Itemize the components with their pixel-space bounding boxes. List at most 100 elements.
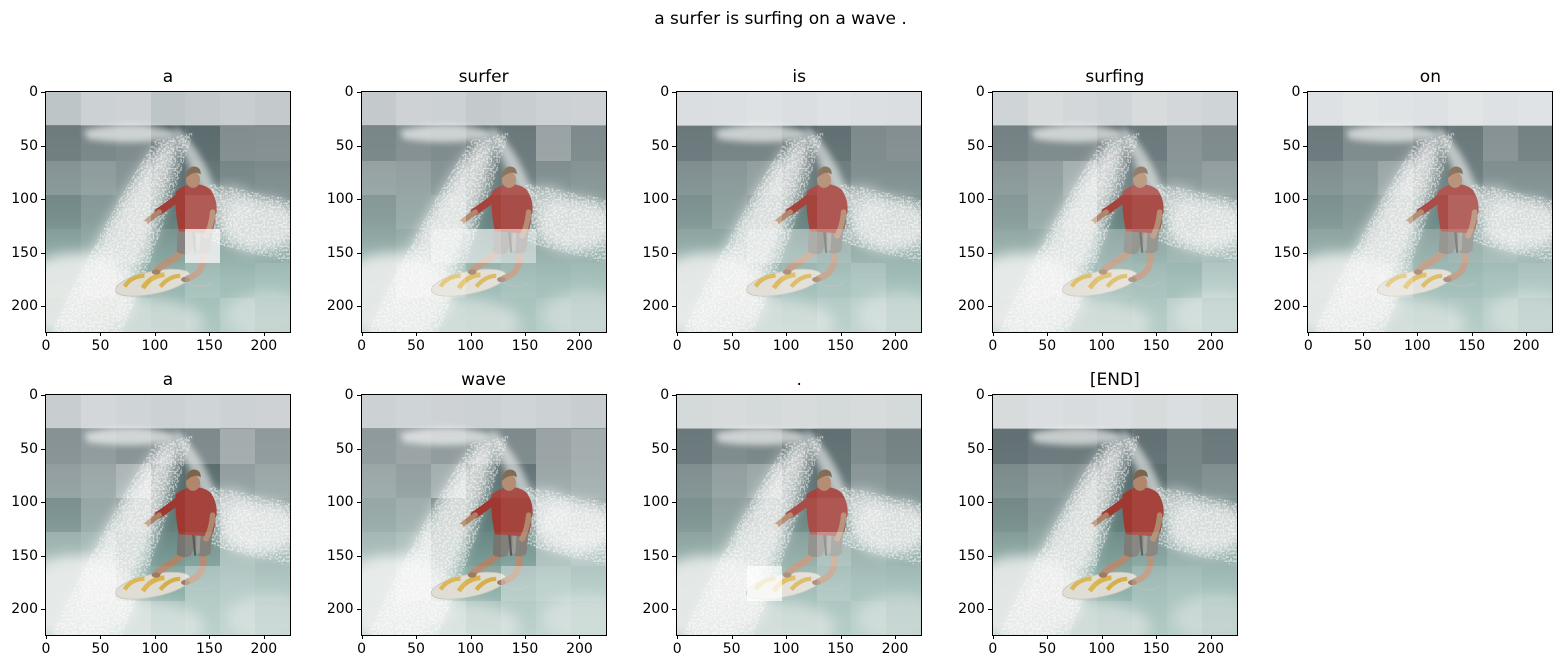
attention-cell [501,463,536,498]
attention-cell [220,532,256,567]
attention-cell [1308,92,1344,127]
attention-cell [570,263,606,298]
x-tick-mark [677,635,679,639]
y-tick-mark [987,252,992,254]
y-tick-mark [672,448,677,450]
attention-cell [677,160,713,195]
attention-cell [255,600,290,635]
x-tick-mark [154,635,156,639]
attention-cell [1097,194,1133,230]
attention-cell [185,566,221,601]
y-tick-mark [1303,306,1308,308]
attention-cell [150,497,186,533]
attention-cell [46,532,81,567]
attention-cell [1097,497,1133,533]
attention-cell [1062,160,1098,195]
attention-cell [677,263,713,298]
attention-cell [220,429,256,464]
attention-cell [1201,497,1237,533]
y-tick-mark [987,395,992,396]
attention-cell [255,395,290,430]
attention-cell [396,126,432,161]
attention-cell [746,566,782,601]
attention-cell [431,463,467,498]
attention-cell [396,229,432,264]
attention-cell [501,297,536,332]
attention-cell [1062,126,1098,161]
attention-cell [220,600,256,635]
attention-cell [992,463,1028,498]
attention-cell [535,160,571,195]
attention-overlay-grid [361,92,606,332]
y-tick-mark [1303,252,1308,254]
attention-cell [570,297,606,332]
attention-cell [1308,160,1344,195]
x-tick-label: 200 [881,338,909,354]
attention-cell [1062,600,1098,635]
attention-cell [361,429,397,464]
x-tick-mark [1156,332,1158,336]
attention-cell [431,532,467,567]
attention-cell [816,297,852,332]
attention-cell [851,160,887,195]
attention-cell [46,429,81,464]
y-tick-mark [987,502,992,504]
attention-cell [115,395,151,430]
attention-overlay-grid [1308,92,1553,332]
attention-cell [431,395,467,430]
attention-cell [851,92,887,127]
attention-cell [46,600,81,635]
attention-cell [1201,532,1237,567]
attention-cell [535,194,571,230]
attention-cell [1132,160,1168,195]
attention-cell [712,497,747,533]
attention-cell [851,463,887,498]
attention-cell [1027,566,1063,601]
attention-cell [115,92,151,127]
attention-cell [1097,429,1133,464]
y-tick-mark [356,502,361,504]
x-tick-label: 150 [827,641,854,657]
attention-cell [1167,497,1202,533]
attention-cell [431,297,467,332]
attention-cell [80,160,116,195]
attention-cell [115,160,151,195]
attention-cell [1027,429,1063,464]
attention-cell [746,395,782,430]
y-tick-label: 100 [326,191,354,208]
attention-cell [1482,92,1518,127]
attention-cell [501,92,536,127]
attention-cell [992,297,1028,332]
attention-overlay-grid [677,395,922,635]
y-tick-label: 200 [326,298,354,315]
x-tick-label: 0 [357,641,367,657]
attention-cell [535,229,571,264]
panel-word-title: . [796,370,802,390]
attention-cell [80,92,116,127]
attention-cell [1343,263,1379,298]
attention-cell [1027,160,1063,195]
x-tick-label: 150 [1142,641,1170,657]
x-tick-mark [1362,332,1364,336]
x-tick-label: 200 [1197,641,1225,657]
y-tick-label: 0 [29,84,38,100]
y-tick-mark [672,92,677,93]
attention-cell [396,600,432,635]
attention-cell [466,297,502,332]
attention-cell [886,229,922,264]
attention-cell [185,463,221,498]
attention-cell [1201,566,1237,601]
panel-word-title: is [792,67,806,87]
attention-cell [1482,229,1518,264]
attention-cell [1308,229,1344,264]
y-tick-mark [41,555,45,557]
attention-cell [80,463,116,498]
y-tick-label: 150 [326,547,354,564]
y-tick-mark [672,145,677,147]
attention-cell [712,160,747,195]
x-tick-label: 50 [722,338,741,354]
attention-cell [851,229,887,264]
attention-cell [431,497,467,533]
attention-cell [255,463,290,498]
attention-cell [80,532,116,567]
